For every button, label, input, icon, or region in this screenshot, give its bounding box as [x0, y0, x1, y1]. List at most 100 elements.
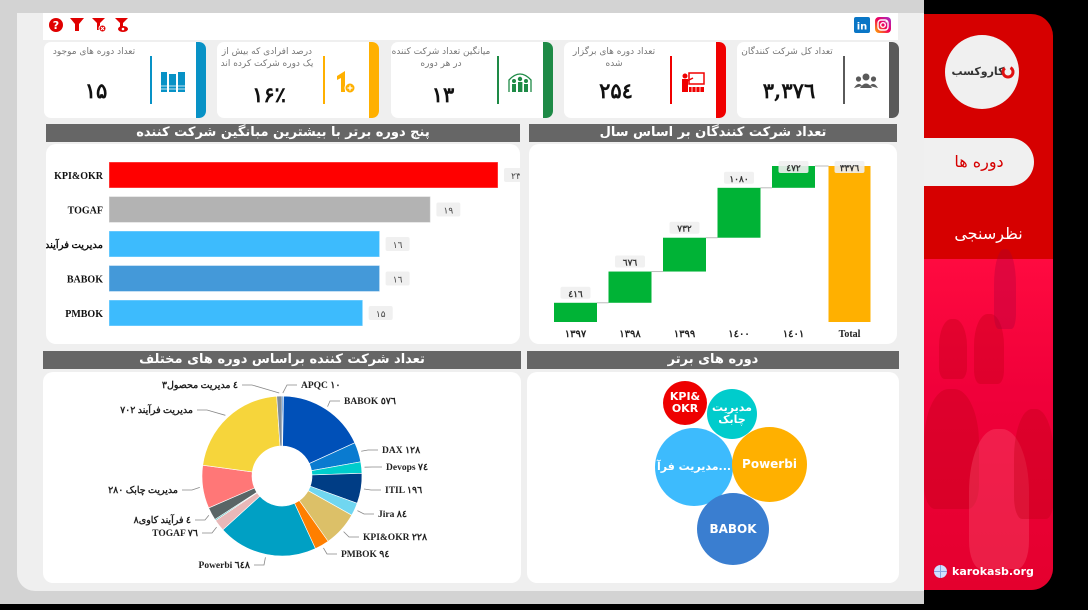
leader-line	[323, 547, 337, 555]
kpi-title: تعداد دوره های برگزار شده	[572, 47, 656, 69]
kpi-card-total-participants: تعداد کل شرکت کنندگان ۳,۳۷٦	[737, 42, 899, 118]
kpi-card-courses-available: تعداد دوره های موجود ۱۵	[44, 42, 206, 118]
value-label-bg	[724, 171, 754, 184]
leader-line	[195, 514, 210, 521]
globe-icon	[934, 565, 947, 578]
kpi-accent-bar	[543, 42, 553, 118]
value-label-bg	[368, 306, 393, 320]
slice-label: PMBOK ۹٤	[341, 550, 389, 560]
waterfall-bar-0	[554, 302, 597, 322]
donut-slice-8	[222, 495, 316, 557]
instagram-icon[interactable]	[875, 17, 891, 33]
kpi-accent-bar	[889, 42, 899, 118]
bar-4	[108, 299, 364, 327]
help-icon[interactable]: ?	[48, 17, 64, 33]
slice-label: TOGAF ۷٦	[152, 529, 199, 539]
kpi-divider	[323, 56, 325, 104]
value-label-bg	[669, 221, 700, 234]
logo-mark: کاروکسب	[952, 65, 1015, 79]
waterfall-bar-1	[608, 271, 652, 303]
leader-line	[357, 510, 374, 515]
kpi-title: میانگین تعداد شرکت کننده در هر دوره	[391, 47, 491, 69]
kpi-accent-bar	[196, 42, 206, 118]
kpi-value: ۱۳	[431, 82, 455, 107]
slice-label: Devops ۷٤	[386, 463, 428, 473]
slice-label: KPI&OKR ۲۲۸	[363, 533, 428, 543]
top-courses-bar-chart: KPI&OKR ۲۳ TOGAF ۱۹ مدیریت فرآیند ۱٦ BABOK ۱٦ PM…	[45, 161, 528, 327]
view-filter-icon[interactable]	[114, 17, 130, 33]
svg-text:?: ?	[53, 19, 59, 32]
books-icon	[161, 72, 185, 92]
leader-line	[254, 557, 266, 566]
karokasb-logo: کاروکسب	[945, 35, 1019, 109]
participants-by-course-header: تعداد شرکت کننده براساس دوره های مختلف	[43, 351, 521, 369]
slice-label: BABOK ٥۷٦	[344, 397, 397, 407]
sidebar: کاروکسب دوره ها نظرسنجی karokasb.org	[924, 14, 1053, 590]
linkedin-icon[interactable]: in	[854, 17, 870, 33]
bubble-label: مدیریت چابک	[712, 401, 752, 426]
kpi-accent-bar	[369, 42, 379, 118]
leader-line	[202, 526, 217, 534]
one-plus-icon	[337, 71, 356, 94]
value-label-bg	[436, 202, 461, 217]
kpi-card-average-participants: میانگین تعداد شرکت کننده در هر دوره ۱۳	[391, 42, 553, 118]
yearly-participants-panel: ٤۱٦ ۱۳۹۷ ٦۷٦ ۱۳۹۸ ۷۳۲ ۱۳۹۹ ۱۰۸۰ ۱٤۰۰ ٤۷۲ ۱٤۰۱ ۳۳۷٦…	[529, 144, 897, 344]
category-label: TOGAF	[68, 206, 103, 217]
bubble-label: Powerbi	[742, 457, 797, 472]
website-link[interactable]: karokasb.org	[934, 565, 1034, 578]
bubble-kpi-okr[interactable]: KPI& OKR	[663, 381, 707, 425]
value-label: ۱٦	[393, 240, 403, 250]
bubble-powerbi[interactable]: Powerbi	[732, 427, 807, 502]
logo-text: کاروکسب	[952, 65, 1006, 78]
value-label-bg	[385, 237, 410, 251]
value-label-bg	[615, 255, 645, 268]
value-label: ۱۰۸۰	[729, 174, 748, 184]
group-attendees-icon	[508, 73, 532, 92]
donut-slice-1	[282, 395, 356, 464]
slice-label: Jira ۸٤	[378, 510, 407, 520]
leader-line	[282, 384, 297, 394]
bar-0	[108, 161, 499, 189]
category-label: ۱٤۰۱	[783, 329, 804, 340]
top-courses-bubble-header: دوره های برتر	[527, 351, 899, 369]
kpi-value: ۲۵٤	[599, 78, 633, 103]
slice-label: ۷۰۲ مدیریت فرآیند	[119, 403, 193, 416]
kpi-title: تعداد کل شرکت کنندگان	[741, 47, 833, 57]
bar-1	[108, 196, 431, 223]
waterfall-bar-5	[828, 166, 871, 322]
leader-line	[327, 400, 340, 407]
clear-filter-icon[interactable]	[91, 17, 107, 33]
bubble-label: BABOK	[709, 521, 757, 536]
bubble-agile-management[interactable]: مدیریت چابک	[707, 389, 757, 439]
bubble-babok[interactable]: BABOK	[697, 493, 769, 565]
leader-line	[363, 488, 381, 491]
category-label: BABOK	[67, 275, 103, 286]
yearly-waterfall-chart: ٤۱٦ ۱۳۹۷ ٦۷٦ ۱۳۹۸ ۷۳۲ ۱۳۹۹ ۱۰۸۰ ۱٤۰۰ ٤۷۲ ۱٤۰۱ ۳۳۷٦…	[554, 161, 871, 340]
filter-icon[interactable]	[69, 17, 85, 33]
value-label: ۳۳۷٦	[840, 163, 860, 173]
nav-item-survey[interactable]: نظرسنجی	[954, 224, 1023, 243]
category-label: ۱۳۹۹	[674, 329, 696, 340]
classroom-background-image: karokasb.org	[924, 249, 1053, 590]
kpi-value: ۳,۳۷٦	[762, 78, 816, 103]
kpi-card-courses-held: تعداد دوره های برگزار شده ۲۵٤	[564, 42, 726, 118]
leader-line	[361, 449, 378, 452]
waterfall-bar-3	[717, 187, 761, 238]
bubble-process-management[interactable]: ...مدیریت فرآ	[655, 428, 733, 506]
slice-label: DAX ۱۲۸	[382, 446, 421, 456]
value-label-bg	[778, 161, 809, 173]
kpi-accent-bar	[716, 42, 726, 118]
donut-slice-14	[276, 395, 283, 447]
value-label: ۱۵	[376, 309, 386, 319]
slice-label: ITIL ۱۹٦	[385, 486, 423, 496]
kpi-divider	[843, 56, 845, 104]
kpi-divider	[670, 56, 672, 104]
nav-item-courses[interactable]: دوره ها	[924, 138, 1034, 186]
leader-line	[197, 409, 226, 416]
kpi-value: ۱۶٪	[252, 82, 286, 107]
value-label: ٦۷٦	[623, 258, 638, 268]
value-label-bg	[834, 161, 865, 173]
bar-2	[108, 230, 381, 258]
top-toolbar: ? in	[43, 13, 898, 40]
top-courses-header: پنج دوره برتر با بیشترین مبانگین شرکت کن…	[46, 124, 520, 142]
